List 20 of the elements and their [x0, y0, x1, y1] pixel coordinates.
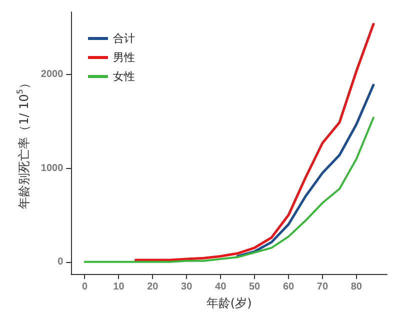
line-series — [84, 116, 374, 263]
y-tick-label: 2000 — [40, 69, 64, 80]
x-tick-label: 60 — [282, 282, 295, 292]
x-tick-label: 50 — [248, 282, 261, 292]
legend-label: 男性 — [113, 51, 135, 64]
line-series — [134, 22, 375, 262]
x-tick-label: 40 — [215, 282, 227, 292]
x-tick-label: 70 — [316, 282, 328, 292]
x-tick-label: 0 — [82, 282, 88, 292]
legend-label: 女性 — [113, 70, 135, 83]
line-series — [236, 84, 375, 258]
x-axis-title: 年龄(岁) — [206, 296, 252, 310]
x-tick-label: 30 — [181, 282, 193, 292]
y-tick-label: 1000 — [40, 162, 64, 174]
y-axis-title: 年龄别死亡率（1/ 105） — [16, 77, 31, 209]
x-tick-label: 20 — [147, 282, 159, 292]
y-tick-label: 0 — [58, 256, 64, 268]
x-tick-label: 80 — [350, 282, 362, 292]
legend-label: 合计 — [113, 32, 135, 45]
x-tick-label: 10 — [113, 282, 125, 292]
